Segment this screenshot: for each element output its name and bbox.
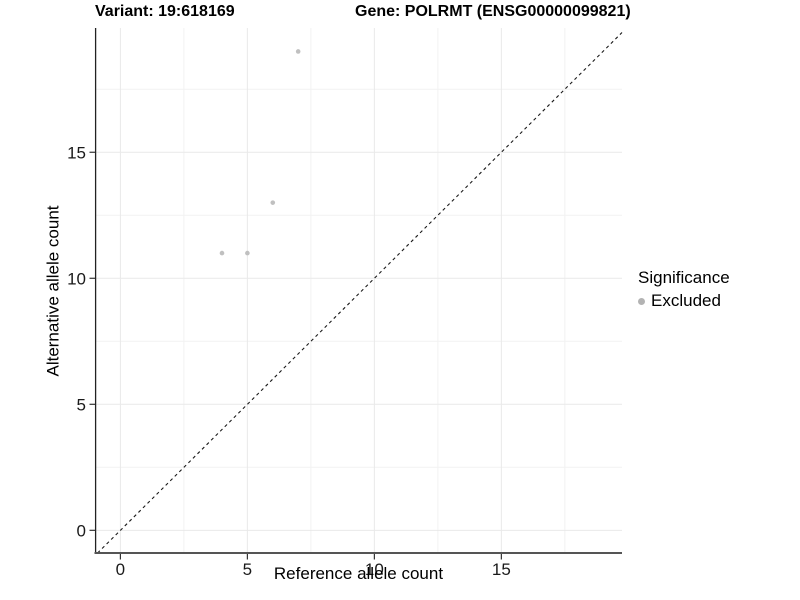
plot-title-gene: Gene: POLRMT (ENSG00000099821) [355, 3, 631, 20]
identity-dashed-line [97, 32, 623, 554]
y-axis-title: Alternative allele count [44, 204, 64, 377]
x-tick-label: 0 [116, 560, 125, 579]
legend: Significance Excluded [638, 268, 730, 311]
data-point [295, 49, 301, 54]
y-axis-title-wrap: Alternative allele count [41, 28, 67, 553]
data-point [270, 200, 276, 205]
y-tick-label: 10 [67, 269, 86, 288]
x-tick-label: 5 [243, 560, 252, 579]
plot-svg: 0 5 10 15 0 5 10 15 [67, 28, 623, 579]
plot-title-variant: Variant: 19:618169 [95, 3, 235, 20]
y-tick-label: 15 [67, 143, 86, 162]
x-axis-title: Reference allele count [273, 564, 444, 583]
data-point [219, 250, 225, 256]
x-tick-label: 10 [365, 560, 384, 579]
y-tick-label: 0 [77, 521, 86, 540]
x-tick-label: 15 [492, 560, 511, 579]
plot-panel: 0 5 10 15 0 5 10 15 [67, 28, 623, 579]
legend-item-excluded: Excluded [638, 291, 730, 311]
legend-item-label: Excluded [651, 291, 721, 310]
data-point [245, 250, 250, 256]
legend-title: Significance [638, 268, 730, 287]
legend-point-icon [638, 297, 645, 305]
y-tick-label: 5 [77, 395, 86, 414]
